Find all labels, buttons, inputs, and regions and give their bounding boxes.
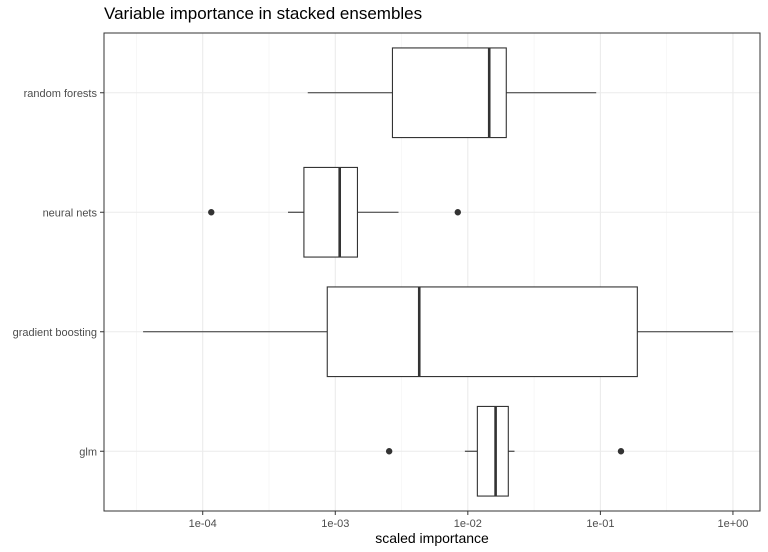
box-layer: [143, 47, 733, 497]
x-tick-label: 1e-04: [189, 518, 217, 530]
outlier-point: [454, 209, 461, 216]
iqr-box: [326, 286, 638, 378]
y-tick-label: neural nets: [43, 207, 98, 219]
outlier-point: [617, 448, 625, 455]
x-tick-label: 1e+00: [717, 518, 748, 530]
grid-layer: [104, 33, 760, 511]
x-tick-label: 1e-02: [454, 518, 482, 530]
iqr-box: [391, 47, 507, 139]
y-tick-label: glm: [79, 446, 97, 458]
panel-border: [103, 32, 761, 512]
y-tick-label: random forests: [24, 88, 98, 100]
chart-title: Variable importance in stacked ensembles: [104, 4, 423, 23]
x-axis-title: scaled importance: [375, 530, 489, 546]
y-tick-label: gradient boosting: [13, 327, 97, 339]
x-tick-label: 1e-01: [586, 518, 614, 530]
iqr-box: [476, 405, 509, 497]
axis-layer: 1e-04 1e-03 1e-02 1e-01 1e+00 random forests n…: [13, 88, 749, 530]
x-tick-label: 1e-03: [321, 518, 349, 530]
iqr-box: [303, 166, 359, 258]
outlier-point: [385, 448, 393, 455]
outlier-point: [208, 209, 215, 216]
